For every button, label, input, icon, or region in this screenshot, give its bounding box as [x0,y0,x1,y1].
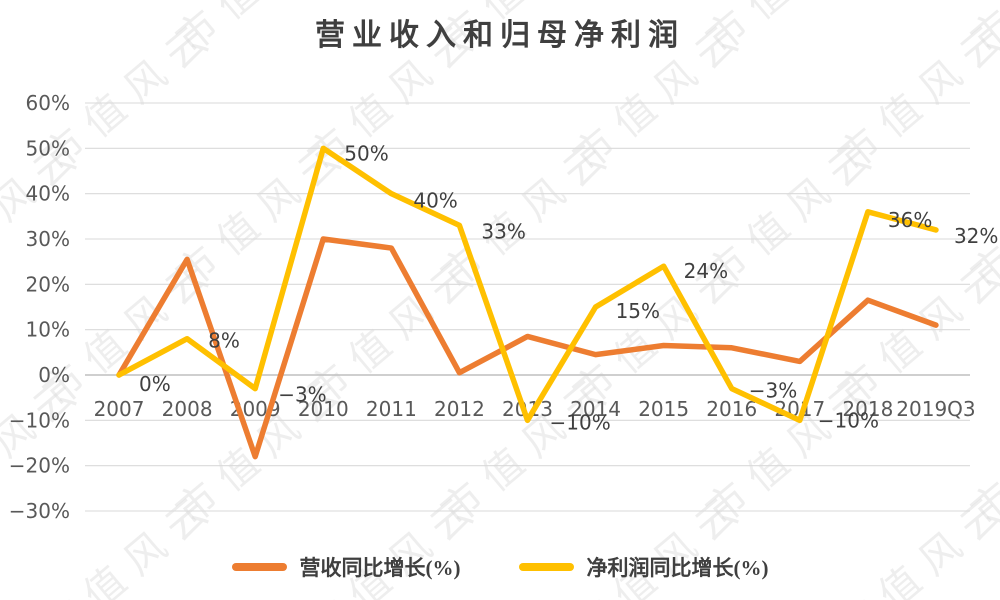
y-tick-label: 40% [26,182,70,206]
y-tick-label: 30% [26,227,70,251]
y-tick-label: −30% [9,499,70,523]
y-tick-label: 50% [26,136,70,160]
x-tick-label: 2010 [298,397,349,421]
data-label: −10% [550,410,611,434]
y-tick-label: 60% [26,91,70,115]
x-tick-label: 2015 [638,397,689,421]
x-tick-label: 2018 [842,397,893,421]
x-tick-label: 2016 [706,397,757,421]
data-label: 15% [616,299,660,323]
y-tick-label: 20% [26,272,70,296]
data-label: 50% [344,141,388,165]
legend-label-netprofit: 净利润同比增长(%) [586,556,769,580]
series-line-1 [116,145,939,424]
x-tick-label: 2014 [570,397,621,421]
y-tick-label: −20% [9,454,70,478]
legend-item-netprofit: 净利润同比增长(%) [518,552,769,582]
legend-swatch-netprofit-icon [518,563,574,571]
y-tick-label: −10% [9,408,70,432]
data-label: 24% [684,259,728,283]
legend-label-revenue: 营收同比增长(%) [299,556,461,580]
data-label: −3% [749,379,798,403]
data-label: 32% [954,224,998,248]
x-tick-label: 2012 [434,397,485,421]
x-tick-label: 2011 [366,397,417,421]
data-label: 40% [413,189,457,213]
x-tick-label: 2019Q3 [896,397,975,421]
legend: 营收同比增长(%) 净利润同比增长(%) [0,548,1000,586]
chart-title: 营业收入和归母净利润 [315,19,685,52]
data-label: 36% [888,208,932,232]
data-label: 0% [139,372,171,396]
y-tick-label: 10% [26,318,70,342]
series-line-0 [116,236,939,460]
data-label: 8% [208,329,240,353]
x-tick-label: 2007 [94,397,145,421]
y-tick-label: 0% [38,363,70,387]
x-tick-label: 2008 [162,397,213,421]
legend-item-revenue: 营收同比增长(%) [231,552,461,582]
data-label: 33% [481,219,525,243]
legend-swatch-revenue-icon [231,563,287,571]
data-label: −10% [818,408,879,432]
data-label: −3% [278,383,327,407]
